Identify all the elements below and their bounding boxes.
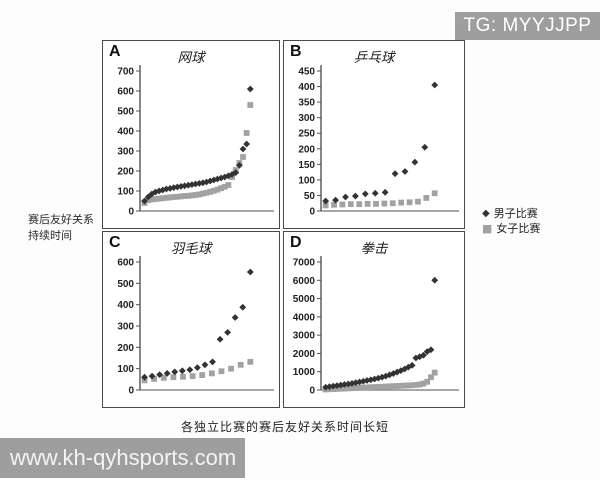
watermark-top-right: TG: MYYJJPP bbox=[455, 12, 600, 40]
svg-text:0: 0 bbox=[128, 386, 134, 397]
svg-text:200: 200 bbox=[117, 167, 134, 178]
svg-text:2000: 2000 bbox=[293, 349, 316, 360]
figure-caption: 各独立比赛的赛后友好关系时间长短 bbox=[180, 420, 389, 434]
legend-men-label: 男子比赛 bbox=[493, 207, 538, 220]
svg-text:300: 300 bbox=[117, 322, 134, 333]
legend-item-women: ■ 女子比赛 bbox=[482, 221, 540, 236]
svg-text:400: 400 bbox=[298, 82, 315, 93]
svg-text:400: 400 bbox=[117, 300, 134, 311]
svg-text:0: 0 bbox=[309, 386, 315, 397]
svg-text:200: 200 bbox=[117, 343, 134, 354]
svg-text:400: 400 bbox=[117, 127, 134, 138]
y-axis-label-line1: 赛后友好关系 bbox=[28, 213, 94, 226]
svg-text:100: 100 bbox=[117, 187, 134, 198]
panel-c-plot: 0 100 200 300 400 500 600 bbox=[117, 256, 274, 397]
svg-text:500: 500 bbox=[117, 107, 134, 118]
svg-text:0: 0 bbox=[309, 207, 315, 218]
svg-text:100: 100 bbox=[298, 175, 315, 186]
svg-text:1000: 1000 bbox=[293, 367, 316, 378]
svg-text:450: 450 bbox=[298, 67, 315, 78]
legend: ◆ 男子比赛 ■ 女子比赛 bbox=[482, 206, 540, 236]
svg-text:7000: 7000 bbox=[293, 258, 316, 269]
legend-women-label: 女子比赛 bbox=[496, 222, 541, 235]
panel-c-title: 羽毛球 bbox=[170, 241, 212, 257]
svg-text:150: 150 bbox=[298, 160, 315, 171]
y-axis-label: 赛后友好关系 持续时间 bbox=[28, 212, 118, 244]
panel-c: C 羽毛球 0 100 200 300 400 500 600 bbox=[102, 231, 280, 408]
panel-a-letter: A bbox=[109, 43, 121, 60]
square-marker-icon: ■ bbox=[482, 222, 493, 235]
svg-text:0: 0 bbox=[128, 207, 134, 218]
panel-b-plot: 0 50 100 150 200 250 300 350 400 450 bbox=[298, 65, 459, 218]
svg-text:500: 500 bbox=[117, 279, 134, 290]
svg-text:200: 200 bbox=[298, 144, 315, 155]
svg-text:6000: 6000 bbox=[293, 276, 316, 287]
svg-text:100: 100 bbox=[117, 364, 134, 375]
panel-b: B 乒乓球 0 50 100 150 200 250 300 350 400 450 bbox=[283, 40, 465, 229]
diamond-marker-icon: ◆ bbox=[482, 208, 490, 219]
svg-text:600: 600 bbox=[117, 258, 134, 269]
svg-text:300: 300 bbox=[117, 147, 134, 158]
y-axis-label-line2: 持续时间 bbox=[28, 228, 72, 242]
panel-c-letter: C bbox=[109, 234, 121, 251]
panel-a: A 网球 0 100 200 300 400 500 600 700 bbox=[102, 40, 280, 229]
svg-text:3000: 3000 bbox=[293, 331, 316, 342]
panel-b-letter: B bbox=[290, 43, 302, 60]
panel-b-title: 乒乓球 bbox=[353, 50, 395, 66]
legend-item-men: ◆ 男子比赛 bbox=[482, 206, 540, 221]
svg-text:700: 700 bbox=[117, 67, 134, 78]
svg-text:50: 50 bbox=[304, 191, 316, 202]
panel-d-letter: D bbox=[290, 234, 302, 251]
panel-a-title: 网球 bbox=[177, 50, 205, 66]
svg-text:600: 600 bbox=[117, 87, 134, 98]
watermark-bottom-left: www.kh-qyhsports.com bbox=[0, 438, 245, 478]
svg-text:300: 300 bbox=[298, 113, 315, 124]
panel-d-plot: 0 1000 2000 3000 4000 5000 6000 7000 bbox=[293, 256, 459, 397]
panel-d-title: 拳击 bbox=[360, 241, 388, 257]
svg-text:250: 250 bbox=[298, 129, 315, 140]
svg-text:5000: 5000 bbox=[293, 294, 316, 305]
svg-text:350: 350 bbox=[298, 98, 315, 109]
panel-a-plot: 0 100 200 300 400 500 600 700 bbox=[117, 65, 274, 218]
panel-d: D 拳击 0 1000 2000 3000 4000 5000 6000 7000 bbox=[283, 231, 465, 408]
svg-text:4000: 4000 bbox=[293, 312, 316, 323]
